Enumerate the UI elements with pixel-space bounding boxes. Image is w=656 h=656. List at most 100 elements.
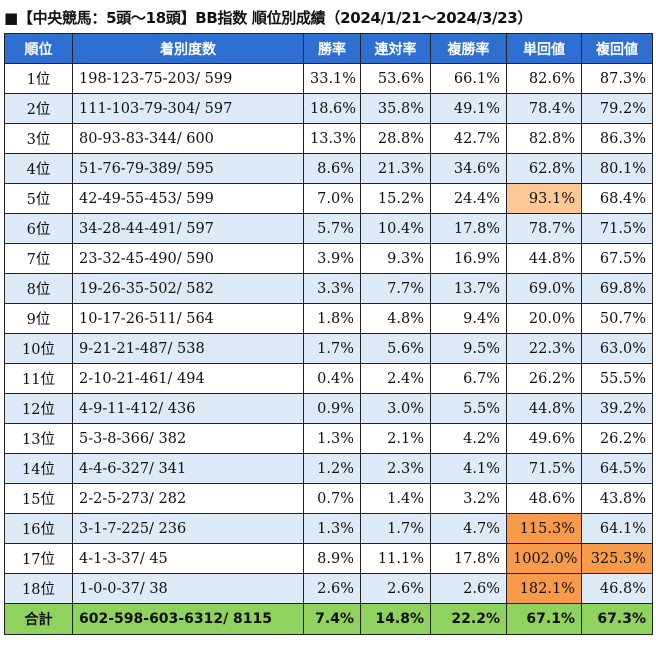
header-show-return: 複回値 — [581, 33, 653, 64]
results-table: 順位 着別度数 勝率 連対率 複勝率 単回値 複回値 1位 198-123-75-… — [4, 33, 653, 635]
show-return-cell: 26.2% — [581, 423, 653, 454]
show-return-cell: 69.8% — [581, 273, 653, 304]
show-return-cell: 68.4% — [581, 183, 653, 214]
win-return-cell: 44.8% — [506, 243, 582, 274]
total-quinella-rate-cell: 14.8% — [360, 603, 431, 635]
win-rate-cell: 0.7% — [303, 483, 361, 514]
show-return-cell: 71.5% — [581, 213, 653, 244]
show-rate-cell: 66.1% — [430, 63, 507, 94]
show-return-cell: 50.7% — [581, 303, 653, 334]
record-cell: 51-76-79-389/ 595 — [72, 153, 304, 184]
show-rate-cell: 6.7% — [430, 363, 507, 394]
table-row: 16位 3-1-7-225/ 236 1.3% 1.7% 4.7% 115.3% 64.1% — [4, 513, 653, 544]
win-return-cell: 78.7% — [506, 213, 582, 244]
total-show-return-cell: 67.3% — [581, 603, 653, 635]
win-return-cell: 115.3% — [506, 513, 582, 544]
rank-cell: 18位 — [4, 573, 73, 604]
table-row: 12位 4-9-11-412/ 436 0.9% 3.0% 5.5% 44.8% 39.2% — [4, 393, 653, 424]
quinella-rate-cell: 2.4% — [360, 363, 431, 394]
win-return-cell: 93.1% — [506, 183, 582, 214]
rank-cell: 14位 — [4, 453, 73, 484]
quinella-rate-cell: 21.3% — [360, 153, 431, 184]
show-rate-cell: 17.8% — [430, 213, 507, 244]
table-row: 13位 5-3-8-366/ 382 1.3% 2.1% 4.2% 49.6% 26.2% — [4, 423, 653, 454]
table-row: 8位 19-26-35-502/ 582 3.3% 7.7% 13.7% 69.0% 69.… — [4, 273, 653, 304]
table-row: 10位 9-21-21-487/ 538 1.7% 5.6% 9.5% 22.3% 63.0… — [4, 333, 653, 364]
quinella-rate-cell: 28.8% — [360, 123, 431, 154]
record-cell: 4-1-3-37/ 45 — [72, 543, 304, 574]
win-rate-cell: 33.1% — [303, 63, 361, 94]
win-return-cell: 49.6% — [506, 423, 582, 454]
header-row: 順位 着別度数 勝率 連対率 複勝率 単回値 複回値 — [4, 33, 653, 64]
win-rate-cell: 1.3% — [303, 513, 361, 544]
show-rate-cell: 4.1% — [430, 453, 507, 484]
show-return-cell: 86.3% — [581, 123, 653, 154]
record-cell: 5-3-8-366/ 382 — [72, 423, 304, 454]
show-return-cell: 325.3% — [581, 543, 653, 574]
show-return-cell: 43.8% — [581, 483, 653, 514]
quinella-rate-cell: 5.6% — [360, 333, 431, 364]
win-return-cell: 78.4% — [506, 93, 582, 124]
header-record: 着別度数 — [72, 33, 304, 64]
quinella-rate-cell: 2.3% — [360, 453, 431, 484]
total-win-rate-cell: 7.4% — [303, 603, 361, 635]
win-rate-cell: 8.6% — [303, 153, 361, 184]
quinella-rate-cell: 4.8% — [360, 303, 431, 334]
win-rate-cell: 1.2% — [303, 453, 361, 484]
show-return-cell: 46.8% — [581, 573, 653, 604]
record-cell: 3-1-7-225/ 236 — [72, 513, 304, 544]
win-rate-cell: 1.7% — [303, 333, 361, 364]
quinella-rate-cell: 53.6% — [360, 63, 431, 94]
header-quinella-rate: 連対率 — [360, 33, 431, 64]
show-rate-cell: 5.5% — [430, 393, 507, 424]
rank-cell: 7位 — [4, 243, 73, 274]
table-row: 15位 2-2-5-273/ 282 0.7% 1.4% 3.2% 48.6% 43.8% — [4, 483, 653, 514]
show-return-cell: 87.3% — [581, 63, 653, 94]
table-row: 3位 80-93-83-344/ 600 13.3% 28.8% 42.7% 82.8% 8… — [4, 123, 653, 154]
win-rate-cell: 5.7% — [303, 213, 361, 244]
win-return-cell: 62.8% — [506, 153, 582, 184]
win-rate-cell: 8.9% — [303, 543, 361, 574]
quinella-rate-cell: 1.7% — [360, 513, 431, 544]
win-return-cell: 22.3% — [506, 333, 582, 364]
total-show-rate-cell: 22.2% — [430, 603, 507, 635]
quinella-rate-cell: 15.2% — [360, 183, 431, 214]
rank-cell: 8位 — [4, 273, 73, 304]
rank-cell: 12位 — [4, 393, 73, 424]
total-win-return-cell: 67.1% — [506, 603, 582, 635]
table-row: 1位 198-123-75-203/ 599 33.1% 53.6% 66.1% 82.6… — [4, 63, 653, 94]
win-rate-cell: 0.9% — [303, 393, 361, 424]
rank-cell: 6位 — [4, 213, 73, 244]
rank-cell: 4位 — [4, 153, 73, 184]
quinella-rate-cell: 10.4% — [360, 213, 431, 244]
win-rate-cell: 7.0% — [303, 183, 361, 214]
table-row: 14位 4-4-6-327/ 341 1.2% 2.3% 4.1% 71.5% 64.5% — [4, 453, 653, 484]
record-cell: 111-103-79-304/ 597 — [72, 93, 304, 124]
win-rate-cell: 2.6% — [303, 573, 361, 604]
win-rate-cell: 3.9% — [303, 243, 361, 274]
table-row: 9位 10-17-26-511/ 564 1.8% 4.8% 9.4% 20.0% 50.7… — [4, 303, 653, 334]
rank-cell: 13位 — [4, 423, 73, 454]
rank-cell: 10位 — [4, 333, 73, 364]
quinella-rate-cell: 2.6% — [360, 573, 431, 604]
rank-cell: 16位 — [4, 513, 73, 544]
rank-cell: 17位 — [4, 543, 73, 574]
table-row: 11位 2-10-21-461/ 494 0.4% 2.4% 6.7% 26.2% 55.5… — [4, 363, 653, 394]
quinella-rate-cell: 1.4% — [360, 483, 431, 514]
record-cell: 10-17-26-511/ 564 — [72, 303, 304, 334]
rank-cell: 2位 — [4, 93, 73, 124]
show-return-cell: 39.2% — [581, 393, 653, 424]
rank-cell: 5位 — [4, 183, 73, 214]
header-win-rate: 勝率 — [303, 33, 361, 64]
win-return-cell: 82.8% — [506, 123, 582, 154]
table-row: 2位 111-103-79-304/ 597 18.6% 35.8% 49.1% 78.4… — [4, 93, 653, 124]
show-return-cell: 67.5% — [581, 243, 653, 274]
quinella-rate-cell: 3.0% — [360, 393, 431, 424]
show-rate-cell: 4.2% — [430, 423, 507, 454]
record-cell: 42-49-55-453/ 599 — [72, 183, 304, 214]
win-return-cell: 44.8% — [506, 393, 582, 424]
header-win-return: 単回値 — [506, 33, 582, 64]
header-show-rate: 複勝率 — [430, 33, 507, 64]
rank-cell: 11位 — [4, 363, 73, 394]
table-row: 4位 51-76-79-389/ 595 8.6% 21.3% 34.6% 62.8% 80… — [4, 153, 653, 184]
